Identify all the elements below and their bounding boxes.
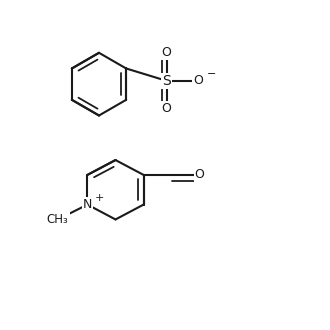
Text: CH₃: CH₃ — [47, 213, 69, 226]
Text: +: + — [95, 193, 104, 203]
Text: O: O — [193, 74, 203, 87]
Text: O: O — [162, 102, 172, 115]
Text: S: S — [162, 74, 171, 88]
Text: O: O — [195, 168, 205, 182]
Text: N: N — [83, 198, 92, 211]
Text: −: − — [207, 69, 216, 79]
Text: O: O — [162, 46, 172, 59]
